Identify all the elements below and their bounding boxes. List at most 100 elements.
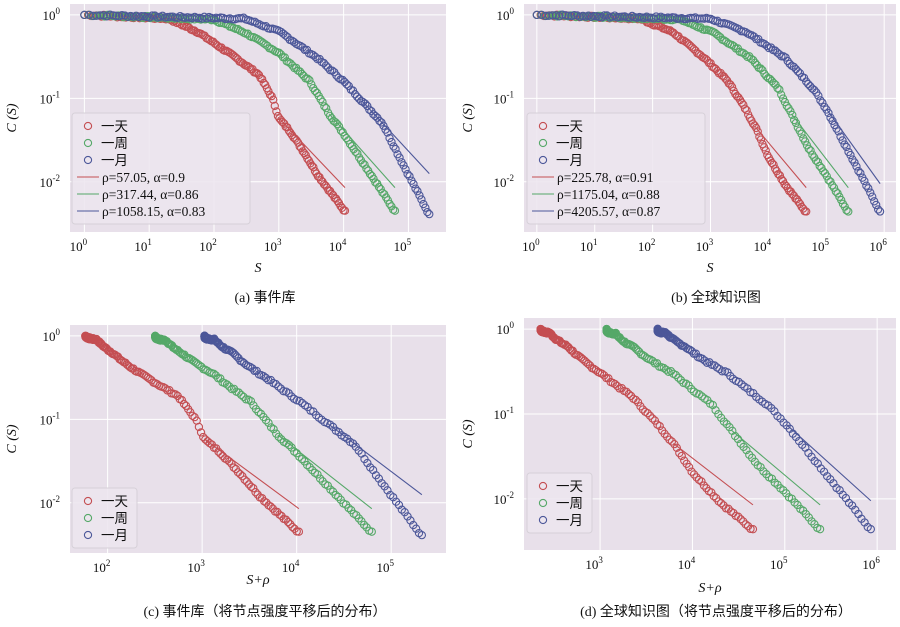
y-axis-label: C (S) [5,424,20,454]
data-point [561,11,570,20]
data-point [249,484,258,493]
legend-box [71,487,138,549]
y-tick-label: 100 [497,6,515,23]
data-point [261,416,271,425]
data-point [820,102,829,111]
data-point [866,188,875,197]
x-tick-label: 102 [93,558,111,575]
data-point [287,392,296,401]
data-point [298,43,307,52]
data-point [379,121,388,130]
data-point [237,390,246,400]
data-point [594,12,604,22]
data-point [742,445,751,455]
data-point [385,133,394,143]
data-point [875,207,885,216]
legend-fit-label: ρ=57.05, α=0.9 [102,170,185,185]
data-point [824,108,833,118]
data-point [409,179,418,189]
data-point [761,146,770,155]
data-point [365,105,374,114]
panel-b: 100 101 102 103 104 105 106 100 10-1 10-2 S C (S) 一天… [461,4,896,306]
data-point [383,486,392,495]
data-point [727,82,737,92]
data-point [303,74,312,83]
data-point [295,396,304,406]
data-point [736,515,745,524]
data-point [188,411,197,420]
data-point [205,439,214,448]
data-point [286,520,295,529]
data-point [389,493,398,502]
data-point [591,366,601,375]
data-point [828,181,837,190]
x-tick-label: 103 [585,555,603,572]
y-axis-label: C (S) [461,103,476,133]
series-blue [653,324,875,534]
data-point [295,452,304,462]
data-point [421,203,430,212]
data-point [860,176,869,186]
data-point [298,398,307,408]
data-point [171,390,180,399]
data-point [807,517,816,526]
legend-marker [538,155,548,165]
data-point [699,481,709,490]
data-point [417,530,427,540]
data-point [259,372,268,381]
y-tick-label: 10-1 [40,89,61,106]
data-point [810,85,819,95]
data-point [397,505,406,514]
data-point [756,462,765,472]
data-point [246,397,256,406]
data-point [558,10,567,19]
legend-label: 一月 [101,153,128,168]
data-point [660,429,669,438]
data-point [564,11,573,20]
data-point [762,41,771,51]
data-point [209,369,218,378]
data-point [753,127,762,136]
x-axis-label: S [707,261,714,276]
data-point [391,144,400,154]
data-point [405,172,414,181]
data-point [194,422,204,432]
data-point [340,206,350,215]
y-axis-label: C (S) [5,103,20,133]
data-point [80,10,89,20]
data-point [387,137,396,147]
data-point [350,90,360,99]
data-point [342,133,351,143]
data-point [697,477,706,486]
data-point [813,157,822,167]
data-point [363,458,372,468]
data-point [677,451,686,461]
data-point [687,347,697,356]
legend-marker [83,496,93,506]
data-point [283,517,293,527]
data-point [361,99,370,108]
data-point [748,525,758,534]
data-point [311,52,320,62]
data-point [844,207,853,216]
data-point [338,75,347,85]
data-point [269,424,278,434]
data-point [561,340,570,349]
data-point [266,502,275,511]
data-point [868,192,877,201]
y-tick-label: 100 [43,6,61,23]
data-point [328,66,337,75]
data-point [653,420,662,429]
legend-marker [538,498,548,508]
data-point [872,200,881,210]
data-point [814,91,823,100]
data-point [302,460,312,470]
data-point [709,492,718,501]
data-point [842,206,851,215]
data-point [815,525,825,534]
data-point [322,103,331,113]
fit-line [204,438,300,510]
